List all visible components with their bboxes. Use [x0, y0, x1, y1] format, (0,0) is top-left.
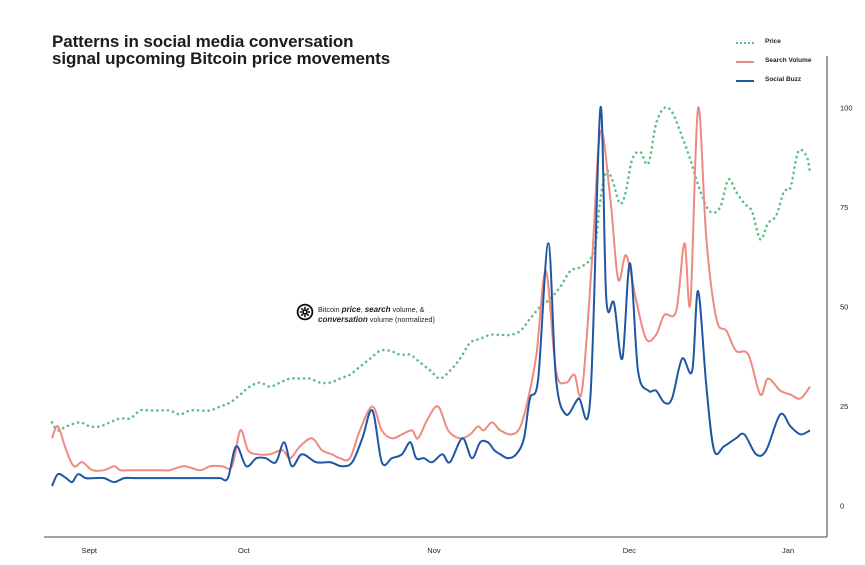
legend-swatch-price — [736, 42, 754, 44]
y-tick-label: 25 — [840, 402, 848, 411]
annotation-line-2-part: conversation — [318, 315, 368, 324]
bitcoin-wheel-icon — [296, 303, 314, 321]
x-tick-labels: Sept Oct Nov Dec Jan — [82, 546, 795, 555]
chart-title-line-2: signal upcoming Bitcoin price movements — [52, 49, 391, 68]
x-tick-label-dec: Dec — [623, 546, 637, 555]
series-line-price — [50, 105, 812, 432]
annotation-text: Bitcoin price, search volume, & conversa… — [318, 305, 435, 325]
legend-swatch-social-buzz — [736, 80, 754, 82]
series-lines — [50, 105, 812, 487]
annotation-line-1-part: price — [341, 305, 361, 314]
axes — [44, 56, 828, 538]
annotation-line-1-part: , — [360, 305, 365, 314]
chart-title: Patterns in social media conversation si… — [52, 33, 390, 67]
annotation-line-1-part: search — [364, 305, 391, 314]
annotation-line-1-part: Bitcoin — [318, 305, 342, 314]
legend-label-price: Price — [765, 38, 781, 45]
annotation-line-1-part: volume, & — [390, 305, 425, 314]
x-tick-label-jan: Jan — [782, 546, 794, 555]
chart-title-line-1: Patterns in social media conversation — [52, 32, 354, 51]
y-tick-labels: 0 25 50 75 100 — [840, 104, 853, 511]
series-line-search-volume — [51, 106, 811, 472]
y-tick-label: 75 — [840, 203, 848, 212]
x-tick-label-oct: Oct — [238, 546, 251, 555]
series-line-social-buzz — [51, 106, 811, 487]
annotation-line-1: Bitcoin price, search volume, & — [318, 305, 435, 315]
y-tick-label: 50 — [840, 303, 848, 312]
x-tick-label-sept: Sept — [82, 546, 98, 555]
annotation-line-2: conversation volume (normalized) — [318, 315, 435, 325]
annotation-line-2-part: volume (normalized) — [367, 315, 435, 324]
legend-label-search-volume: Search Volume — [765, 57, 812, 64]
y-tick-label: 0 — [840, 502, 844, 511]
legend-swatch-search-volume — [736, 61, 754, 63]
y-tick-label: 100 — [840, 104, 853, 113]
legend-label-social-buzz: Social Buzz — [765, 76, 802, 83]
x-tick-label-nov: Nov — [427, 546, 441, 555]
